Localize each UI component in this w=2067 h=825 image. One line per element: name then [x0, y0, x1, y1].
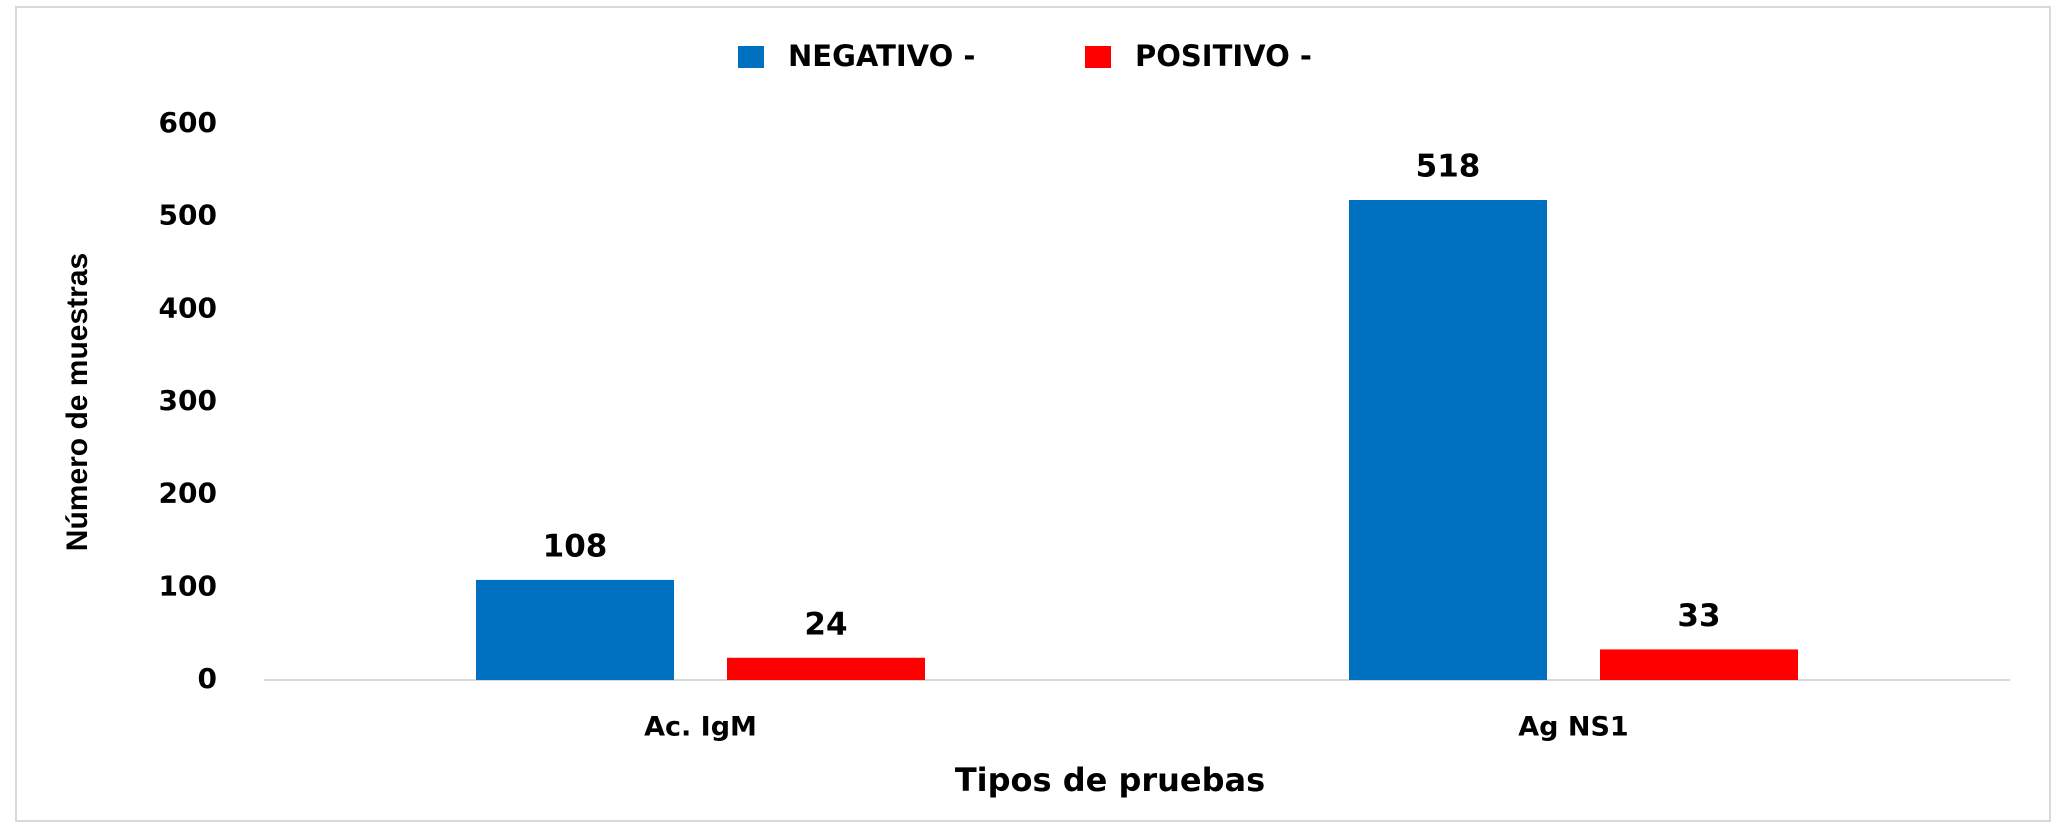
x-axis-title: Tipos de pruebas	[955, 761, 1265, 799]
bar	[1349, 199, 1547, 680]
y-tick-label: 600	[159, 106, 217, 139]
data-label: 24	[804, 606, 847, 642]
legend-swatch	[738, 46, 764, 68]
legend-label: POSITIVO -	[1135, 39, 1312, 73]
bar	[476, 579, 674, 680]
bar	[727, 657, 925, 680]
y-tick-label: 0	[198, 662, 217, 695]
y-axis-title: Número de muestras	[61, 253, 94, 551]
x-tick-label: Ac. IgM	[644, 712, 757, 743]
x-tick-label: Ag NS1	[1518, 712, 1628, 743]
y-tick-label: 400	[159, 291, 217, 324]
y-tick-label: 300	[159, 384, 217, 417]
data-label: 518	[1416, 148, 1481, 184]
bar	[1600, 649, 1798, 680]
legend-label: NEGATIVO -	[788, 39, 975, 73]
y-tick-label: 200	[159, 477, 217, 510]
y-tick-label: 500	[159, 199, 217, 232]
data-label: 33	[1677, 598, 1720, 634]
y-tick-label: 100	[159, 569, 217, 602]
legend-swatch	[1085, 46, 1111, 68]
data-label: 108	[543, 528, 608, 564]
chart-border	[15, 6, 2051, 822]
